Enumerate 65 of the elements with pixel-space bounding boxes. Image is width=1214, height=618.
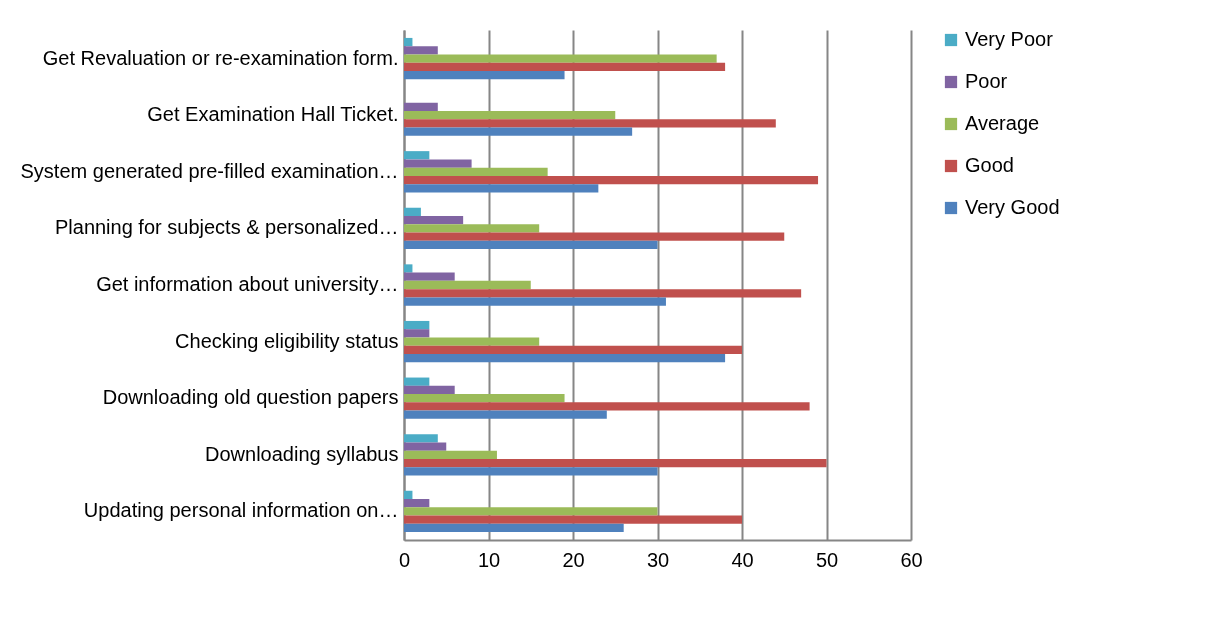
- bar: [404, 272, 455, 281]
- bar: [404, 111, 616, 120]
- bar: [404, 297, 666, 306]
- bar: [404, 216, 464, 225]
- legend-label: Very Good: [965, 196, 1060, 218]
- y-tick-label: Downloading old question papers: [102, 386, 399, 409]
- legend-label: Very Poor: [965, 28, 1054, 50]
- y-tick-label: Planning for subjects & personalized…: [54, 216, 399, 239]
- bar: [404, 264, 413, 273]
- bar: [404, 119, 776, 128]
- bar: [404, 490, 413, 500]
- bar: [404, 159, 472, 168]
- bar: [404, 499, 430, 508]
- x-tick-label: 40: [731, 548, 754, 571]
- bar: [404, 289, 802, 298]
- bar: [404, 450, 497, 459]
- y-tick-label: Get information about university…: [96, 273, 399, 295]
- x-tick-label: 60: [900, 548, 923, 571]
- bar: [404, 337, 540, 346]
- bar: [404, 434, 438, 443]
- bar: [404, 280, 531, 290]
- legend-label: Good: [965, 154, 1014, 176]
- bar: [404, 507, 658, 516]
- y-tick-label: Get Revaluation or re-examination form.: [42, 46, 399, 69]
- bar: [404, 377, 430, 386]
- y-tick-label: System generated pre-filled examination…: [20, 159, 399, 182]
- x-tick-label: 10: [477, 548, 501, 571]
- bar: [404, 240, 658, 250]
- bar: [404, 54, 717, 63]
- bar: [404, 329, 430, 338]
- bar: [404, 402, 810, 411]
- x-tick-label: 20: [562, 548, 585, 571]
- bar: [404, 354, 726, 363]
- legend-label: Poor: [965, 70, 1008, 92]
- bar: [404, 207, 421, 216]
- bar: [404, 151, 430, 160]
- bar: [404, 62, 726, 71]
- x-tick-label: 30: [646, 548, 670, 571]
- bar: [404, 127, 633, 136]
- y-tick-label: Get Examination Hall Ticket.: [147, 103, 399, 126]
- bar: [404, 442, 447, 451]
- bar: [404, 320, 430, 330]
- bar: [404, 70, 565, 80]
- x-tick-label: 0: [398, 548, 411, 571]
- bar: [404, 458, 827, 468]
- bar: [404, 175, 819, 185]
- bar: [404, 102, 438, 112]
- bar: [404, 467, 658, 476]
- bar: [404, 515, 742, 524]
- bar: [404, 46, 438, 55]
- bar: [404, 37, 413, 47]
- bar: [404, 523, 624, 533]
- bar: [404, 385, 455, 395]
- bar: [404, 224, 540, 233]
- bar: [404, 232, 785, 241]
- bar: [404, 184, 599, 193]
- y-tick-label: Updating personal information on…: [83, 499, 399, 522]
- y-tick-label: Downloading syllabus: [205, 442, 399, 465]
- y-tick-label: Checking eligibility status: [175, 329, 399, 352]
- bar: [404, 394, 565, 403]
- bar: [404, 167, 548, 176]
- bar: [404, 345, 742, 354]
- x-tick-label: 50: [815, 548, 839, 571]
- bar: [404, 410, 607, 419]
- legend-label: Average: [965, 112, 1040, 134]
